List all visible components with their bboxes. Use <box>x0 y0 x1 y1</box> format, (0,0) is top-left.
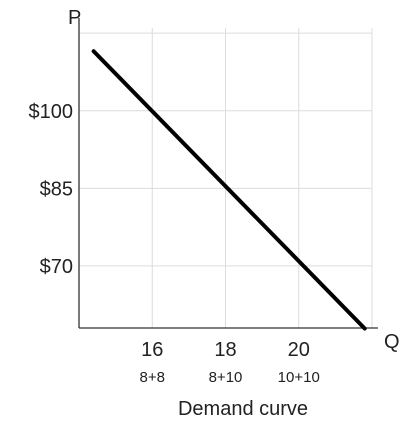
y-tick-labels: $100 $85 $70 <box>29 101 74 278</box>
x-axis-label: Q <box>384 331 400 353</box>
x-tick-sublabel: 8+8 <box>140 369 165 386</box>
demand-curve-line <box>91 49 367 331</box>
grid-lines <box>79 28 373 328</box>
y-tick-label: $70 <box>40 256 73 278</box>
x-tick-label: 18 <box>214 339 236 361</box>
series-lines <box>91 49 367 331</box>
x-tick-labels: 16 8+8 18 8+10 20 10+10 <box>140 339 320 386</box>
x-tick-label: 16 <box>141 339 163 361</box>
y-tick-label: $100 <box>29 101 74 123</box>
x-tick-sublabel: 10+10 <box>278 369 320 386</box>
x-tick-label: 20 <box>288 339 310 361</box>
chart-caption: Demand curve <box>178 398 308 420</box>
y-tick-label: $85 <box>40 178 73 200</box>
y-axis-label: P <box>68 7 81 29</box>
x-tick-sublabel: 8+10 <box>209 369 243 386</box>
